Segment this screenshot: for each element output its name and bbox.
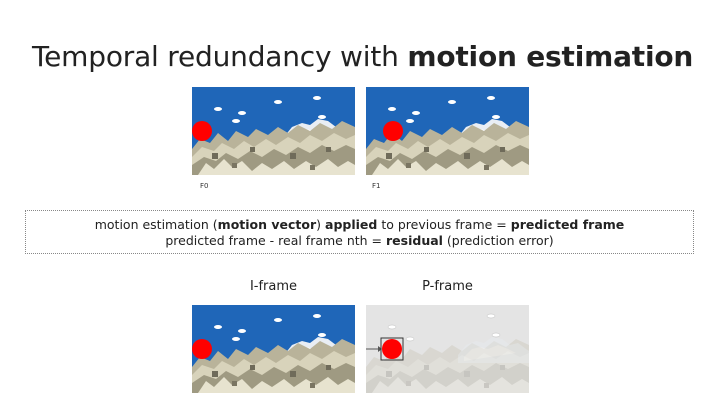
frame-f1 — [366, 87, 529, 175]
faint-birds — [387, 313, 501, 342]
iframe-heading: I-frame — [249, 279, 298, 294]
pframe-heading: P-frame — [422, 279, 473, 294]
frame-f0 — [192, 87, 355, 175]
i-frame-image — [192, 305, 355, 393]
frame-f1-label: F1 — [372, 182, 381, 190]
red-ball — [382, 339, 402, 359]
explanation-line-2: predicted frame - real frame nth = resid… — [165, 233, 554, 248]
frame-f0-label: F0 — [200, 182, 209, 190]
explanation-line-1: motion estimation (motion vector) applie… — [94, 217, 625, 232]
slide-title: Temporal redundancy with motion estimati… — [32, 40, 693, 73]
red-ball — [192, 121, 212, 141]
red-ball — [192, 339, 212, 359]
red-ball — [383, 121, 403, 141]
title-plain: Temporal redundancy with — [32, 40, 408, 73]
p-frame-image — [366, 305, 529, 393]
motion-block — [380, 337, 404, 361]
explanation-box: motion estimation (motion vector) applie… — [25, 210, 694, 254]
title-bold: motion estimation — [407, 40, 694, 73]
